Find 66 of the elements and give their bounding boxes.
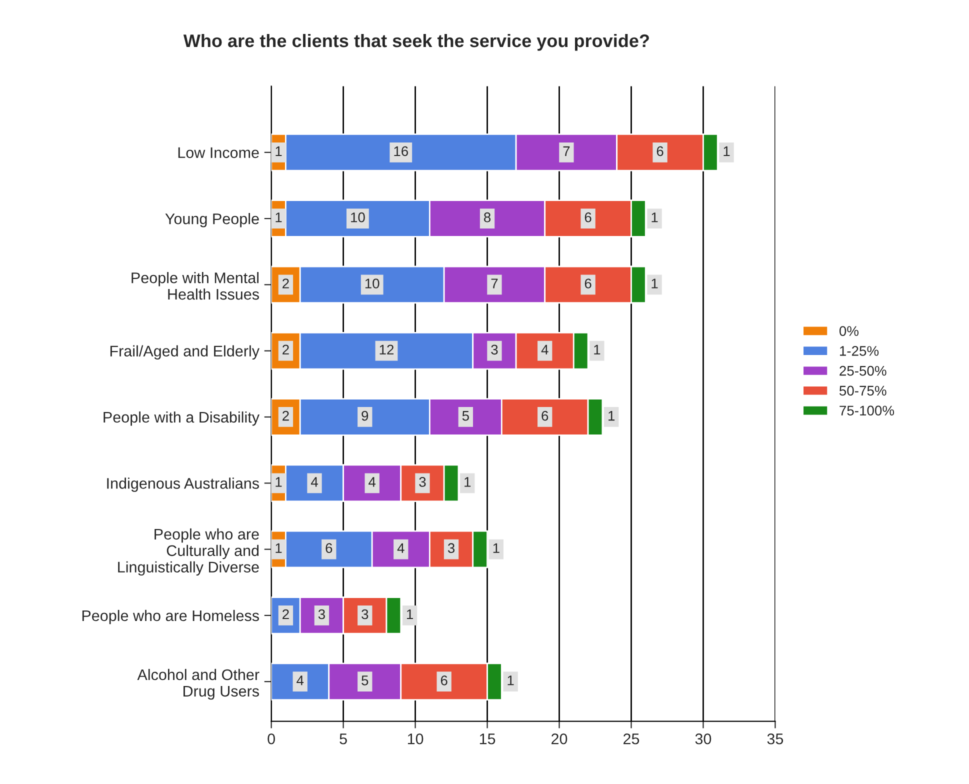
legend-label: 75-100% bbox=[840, 406, 894, 416]
y-tick-label: People who are Homeless bbox=[82, 610, 259, 624]
data-label: 3 bbox=[362, 609, 368, 620]
data-label: 1 bbox=[464, 477, 471, 487]
data-label: 9 bbox=[362, 410, 368, 421]
data-label: 2 bbox=[282, 410, 289, 421]
data-label: 6 bbox=[656, 146, 664, 156]
data-label: 2 bbox=[282, 609, 289, 620]
data-label: 4 bbox=[296, 676, 304, 686]
y-tick-label: People with a Disability bbox=[104, 411, 260, 426]
data-label: 12 bbox=[380, 344, 394, 354]
y-tick-label: People with Mental Health Issues bbox=[132, 272, 259, 300]
data-label: 2 bbox=[282, 278, 289, 288]
data-label: 4 bbox=[541, 344, 548, 354]
x-tick-label: 10 bbox=[408, 733, 424, 744]
data-label: 2 bbox=[282, 344, 289, 354]
data-label: 8 bbox=[484, 212, 491, 222]
legend-label: 50-75% bbox=[839, 386, 886, 396]
data-label: 1 bbox=[724, 146, 730, 156]
data-label: 1 bbox=[406, 609, 413, 620]
y-tick-label: Low Income bbox=[178, 147, 259, 158]
data-label: 1 bbox=[652, 278, 658, 288]
data-label: 1 bbox=[276, 543, 282, 553]
chart-title: Who are the clients that seek the service you provide? bbox=[183, 34, 649, 51]
data-label: 1 bbox=[276, 477, 282, 487]
data-label: 1 bbox=[276, 146, 282, 156]
data-label: 4 bbox=[310, 477, 318, 487]
data-label: 5 bbox=[462, 411, 469, 421]
x-tick-label: 20 bbox=[552, 733, 568, 744]
data-label: 10 bbox=[365, 278, 380, 288]
x-tick-label: 35 bbox=[767, 733, 784, 744]
data-label: 1 bbox=[276, 212, 282, 222]
data-label: 10 bbox=[351, 212, 365, 222]
y-tick-label: People who are Culturally and Linguistically Diverse bbox=[118, 528, 259, 576]
legend-label: 1-25% bbox=[840, 346, 879, 356]
y-tick-label: Indigenous Australians bbox=[107, 478, 259, 492]
data-label: 1 bbox=[594, 344, 600, 354]
data-label: 4 bbox=[397, 543, 404, 553]
data-label: 6 bbox=[542, 410, 548, 421]
x-tick-label: 30 bbox=[695, 733, 712, 744]
data-label: 7 bbox=[491, 278, 498, 288]
x-tick-label: 0 bbox=[268, 733, 275, 744]
x-tick-label: 5 bbox=[340, 734, 347, 744]
data-label: 7 bbox=[563, 146, 570, 156]
y-tick-label: Young People bbox=[165, 213, 259, 228]
data-label: 16 bbox=[394, 146, 408, 156]
data-label: 6 bbox=[326, 543, 332, 554]
data-label: 3 bbox=[491, 344, 498, 355]
data-label: 1 bbox=[493, 543, 500, 553]
data-label: 1 bbox=[608, 411, 615, 421]
data-label: 6 bbox=[584, 278, 592, 288]
x-tick-label: 15 bbox=[480, 734, 496, 744]
data-label: 3 bbox=[419, 477, 426, 487]
legend-label: 25-50% bbox=[840, 366, 886, 376]
y-tick-label: Frail/Aged and Elderly bbox=[110, 345, 260, 360]
data-label: 6 bbox=[440, 675, 448, 686]
data-label: 1 bbox=[508, 676, 514, 686]
y-tick-label: Alcohol and Other Drug Users bbox=[137, 668, 260, 700]
data-label: 1 bbox=[652, 212, 658, 222]
data-label: 5 bbox=[362, 676, 368, 686]
data-label: 4 bbox=[368, 477, 376, 487]
data-label: 3 bbox=[318, 609, 325, 620]
legend-label: 0% bbox=[839, 326, 859, 336]
data-label: 6 bbox=[584, 212, 592, 222]
data-label: 3 bbox=[448, 543, 455, 554]
x-tick-label: 25 bbox=[624, 733, 640, 744]
